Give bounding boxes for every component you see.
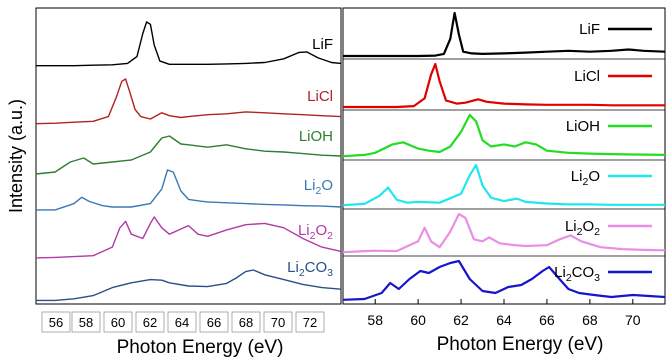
left-label-li2o2: Li2O2 xyxy=(298,222,333,242)
left-tick-label: 66 xyxy=(207,315,221,330)
right-legend-label: LiOH xyxy=(566,118,600,135)
left-tick-60: 60 xyxy=(103,311,133,333)
left-tick-label: 60 xyxy=(111,315,125,330)
left-tick-62: 62 xyxy=(135,311,165,333)
right-legend-li2co3: Li2CO3 xyxy=(554,264,652,284)
left-curve-li2o2 xyxy=(35,216,342,259)
right-tick-68: 68 xyxy=(582,312,598,328)
right-legend-li2o2: Li2O2 xyxy=(565,218,652,238)
right-legend-label: Li2O2 xyxy=(565,218,600,238)
left-label-lioh: LiOH xyxy=(299,128,333,145)
left-curve-lif xyxy=(36,21,342,67)
right-curve-lioh xyxy=(342,113,666,158)
left-tick-72: 72 xyxy=(295,311,325,333)
right-panel: LiF LiCl LiOH Li2O Li2O2 Li2CO3 58 60 62 64 66 68 7… xyxy=(342,7,666,355)
left-x-ticks: 56 58 60 62 64 66 68 70 72 xyxy=(41,311,325,333)
right-curve-lif xyxy=(343,11,666,58)
right-x-axis-label: Photon Energy (eV) xyxy=(437,334,604,355)
left-panel: Intensity (a.u.) LiF LiCl LiOH Li2O Li2O2 Li2… xyxy=(6,7,342,358)
right-curve-li2o xyxy=(342,163,665,207)
right-curve-li2o2 xyxy=(342,212,666,254)
left-tick-label: 58 xyxy=(79,315,93,330)
left-curves xyxy=(35,21,342,302)
left-tick-56: 56 xyxy=(41,311,71,333)
right-legend-lioh: LiOH xyxy=(566,118,652,135)
right-tick-70: 70 xyxy=(625,312,641,328)
left-series-labels: LiF LiCl LiOH Li2O Li2O2 Li2CO3 xyxy=(287,36,333,279)
left-tick-label: 68 xyxy=(239,315,253,330)
right-legend-lif: LiF xyxy=(579,21,652,38)
right-tick-62: 62 xyxy=(453,312,469,328)
left-label-li2o: Li2O xyxy=(304,177,333,197)
left-tick-label: 72 xyxy=(303,315,317,330)
right-tick-66: 66 xyxy=(539,312,555,328)
right-legend-li2o: Li2O xyxy=(571,168,652,188)
right-tick-60: 60 xyxy=(410,312,426,328)
left-label-li2co3: Li2CO3 xyxy=(287,259,333,279)
left-tick-label: 70 xyxy=(271,315,285,330)
left-tick-66: 66 xyxy=(199,311,229,333)
right-legend-label: Li2CO3 xyxy=(554,264,600,284)
left-curve-li2o xyxy=(36,169,342,211)
left-tick-58: 58 xyxy=(71,311,101,333)
right-tick-58: 58 xyxy=(367,312,383,328)
left-label-licl: LiCl xyxy=(307,88,333,105)
left-label-lif: LiF xyxy=(312,36,333,53)
left-tick-68: 68 xyxy=(231,311,261,333)
left-tick-70: 70 xyxy=(263,311,293,333)
left-y-axis-label: Intensity (a.u.) xyxy=(6,99,26,213)
right-curve-li2co3 xyxy=(342,259,666,301)
left-curve-licl xyxy=(35,78,342,125)
right-panel-separators xyxy=(343,58,665,257)
right-curves xyxy=(342,11,666,301)
right-legend-label: LiF xyxy=(579,21,600,38)
left-tick-label: 64 xyxy=(175,315,189,330)
right-legend-label: Li2O xyxy=(571,168,600,188)
left-x-axis-label: Photon Energy (eV) xyxy=(117,337,284,358)
left-tick-label: 56 xyxy=(49,315,63,330)
right-curve-licl xyxy=(343,62,665,109)
right-legend-licl: LiCl xyxy=(574,68,652,85)
right-tick-64: 64 xyxy=(496,312,512,328)
left-curve-lioh xyxy=(35,135,342,175)
right-x-ticks: 58 60 62 64 66 68 70 xyxy=(367,299,641,328)
right-legends: LiF LiCl LiOH Li2O Li2O2 Li2CO3 xyxy=(554,21,652,284)
left-curve-li2co3 xyxy=(36,269,342,302)
left-tick-64: 64 xyxy=(167,311,197,333)
right-legend-label: LiCl xyxy=(574,68,600,85)
left-tick-label: 62 xyxy=(143,315,157,330)
